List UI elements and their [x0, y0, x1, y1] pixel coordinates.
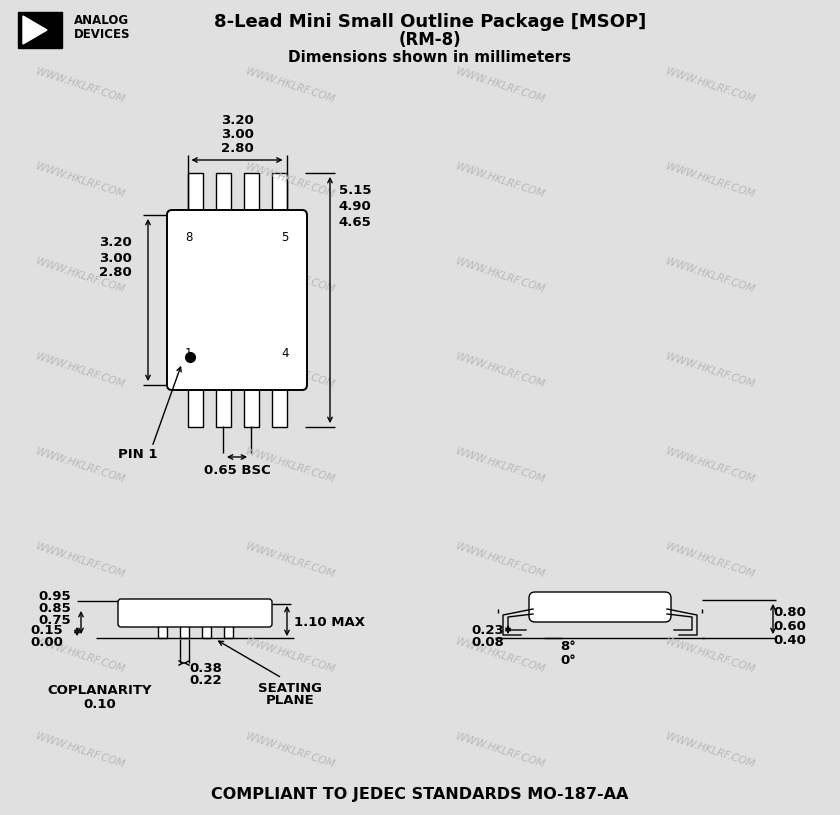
Text: 0.23: 0.23 [471, 623, 504, 637]
Bar [18, 12, 62, 48]
Text: 3.00: 3.00 [221, 129, 254, 142]
Text: COPLANARITY: COPLANARITY [48, 684, 152, 697]
Text: 0.22: 0.22 [190, 673, 223, 686]
Text: 0.00: 0.00 [30, 636, 64, 649]
FancyBboxPatch shape [118, 599, 272, 627]
Text: SEATING: SEATING [258, 681, 322, 694]
Text: 4: 4 [281, 347, 289, 360]
Bar [202, 624, 211, 638]
Bar [187, 173, 202, 215]
FancyBboxPatch shape [529, 592, 671, 622]
Text: WWW.HKLRF.COM: WWW.HKLRF.COM [244, 256, 336, 294]
Text: 0.10: 0.10 [84, 698, 117, 711]
Text: 0.75: 0.75 [39, 614, 71, 627]
Text: WWW.HKLRF.COM: WWW.HKLRF.COM [34, 541, 126, 579]
Text: 1.10 MAX: 1.10 MAX [293, 615, 365, 628]
Bar [216, 385, 230, 427]
Text: WWW.HKLRF.COM: WWW.HKLRF.COM [244, 446, 336, 484]
Text: 0.95: 0.95 [39, 589, 71, 602]
Text: 0.60: 0.60 [774, 619, 806, 632]
Text: WWW.HKLRF.COM: WWW.HKLRF.COM [454, 161, 546, 199]
Text: WWW.HKLRF.COM: WWW.HKLRF.COM [664, 256, 756, 294]
Text: 2.80: 2.80 [221, 143, 254, 156]
Text: 3.00: 3.00 [98, 252, 131, 265]
Text: WWW.HKLRF.COM: WWW.HKLRF.COM [244, 161, 336, 199]
Text: 4.90: 4.90 [339, 200, 371, 214]
Text: (RM-8): (RM-8) [399, 31, 461, 49]
Text: WWW.HKLRF.COM: WWW.HKLRF.COM [664, 351, 756, 389]
Text: WWW.HKLRF.COM: WWW.HKLRF.COM [664, 636, 756, 674]
Text: PLANE: PLANE [265, 694, 314, 707]
Bar [180, 624, 188, 638]
Text: WWW.HKLRF.COM: WWW.HKLRF.COM [244, 731, 336, 769]
Text: WWW.HKLRF.COM: WWW.HKLRF.COM [34, 731, 126, 769]
Text: 0.15: 0.15 [31, 623, 63, 637]
Text: Dimensions shown in millimeters: Dimensions shown in millimeters [288, 50, 571, 64]
Text: 0°: 0° [560, 654, 576, 667]
Text: WWW.HKLRF.COM: WWW.HKLRF.COM [454, 541, 546, 579]
Text: WWW.HKLRF.COM: WWW.HKLRF.COM [664, 66, 756, 104]
Text: 3.20: 3.20 [221, 114, 254, 127]
Text: WWW.HKLRF.COM: WWW.HKLRF.COM [244, 541, 336, 579]
Text: WWW.HKLRF.COM: WWW.HKLRF.COM [34, 636, 126, 674]
Text: 0.85: 0.85 [39, 601, 71, 615]
Text: WWW.HKLRF.COM: WWW.HKLRF.COM [244, 636, 336, 674]
FancyBboxPatch shape [167, 210, 307, 390]
Text: 0.80: 0.80 [774, 606, 806, 619]
Text: 0.08: 0.08 [471, 636, 505, 649]
Text: ANALOG: ANALOG [74, 15, 129, 28]
Text: WWW.HKLRF.COM: WWW.HKLRF.COM [454, 256, 546, 294]
Text: 8°: 8° [560, 640, 576, 653]
Text: DEVICES: DEVICES [74, 29, 130, 42]
Text: WWW.HKLRF.COM: WWW.HKLRF.COM [664, 161, 756, 199]
Bar [216, 173, 230, 215]
Text: WWW.HKLRF.COM: WWW.HKLRF.COM [664, 446, 756, 484]
Bar [244, 173, 259, 215]
Text: WWW.HKLRF.COM: WWW.HKLRF.COM [454, 731, 546, 769]
Text: WWW.HKLRF.COM: WWW.HKLRF.COM [664, 541, 756, 579]
Text: 4.65: 4.65 [339, 217, 371, 230]
Text: 8-Lead Mini Small Outline Package [MSOP]: 8-Lead Mini Small Outline Package [MSOP] [214, 13, 646, 31]
Bar [271, 385, 286, 427]
Text: WWW.HKLRF.COM: WWW.HKLRF.COM [454, 351, 546, 389]
Text: 5: 5 [281, 231, 289, 244]
Bar [244, 385, 259, 427]
Text: 1: 1 [185, 347, 192, 360]
Bar [158, 624, 166, 638]
Text: 8: 8 [185, 231, 192, 244]
Text: WWW.HKLRF.COM: WWW.HKLRF.COM [34, 446, 126, 484]
Text: 0.38: 0.38 [190, 662, 223, 675]
Bar [271, 173, 286, 215]
Text: WWW.HKLRF.COM: WWW.HKLRF.COM [454, 636, 546, 674]
Text: WWW.HKLRF.COM: WWW.HKLRF.COM [664, 731, 756, 769]
Text: WWW.HKLRF.COM: WWW.HKLRF.COM [454, 66, 546, 104]
Text: WWW.HKLRF.COM: WWW.HKLRF.COM [34, 66, 126, 104]
Text: 2.80: 2.80 [98, 267, 131, 280]
Text: 5.15: 5.15 [339, 184, 371, 197]
Text: 0.65 BSC: 0.65 BSC [203, 465, 270, 478]
Text: WWW.HKLRF.COM: WWW.HKLRF.COM [34, 161, 126, 199]
Text: WWW.HKLRF.COM: WWW.HKLRF.COM [244, 351, 336, 389]
Text: COMPLIANT TO JEDEC STANDARDS MO-187-AA: COMPLIANT TO JEDEC STANDARDS MO-187-AA [212, 787, 628, 803]
Text: WWW.HKLRF.COM: WWW.HKLRF.COM [34, 256, 126, 294]
Text: WWW.HKLRF.COM: WWW.HKLRF.COM [244, 66, 336, 104]
Polygon shape [23, 16, 47, 44]
Text: WWW.HKLRF.COM: WWW.HKLRF.COM [34, 351, 126, 389]
Text: 0.40: 0.40 [774, 633, 806, 646]
Bar [187, 385, 202, 427]
Text: 3.20: 3.20 [98, 236, 131, 249]
Bar [223, 624, 233, 638]
Text: WWW.HKLRF.COM: WWW.HKLRF.COM [454, 446, 546, 484]
Text: PIN 1: PIN 1 [118, 448, 158, 461]
